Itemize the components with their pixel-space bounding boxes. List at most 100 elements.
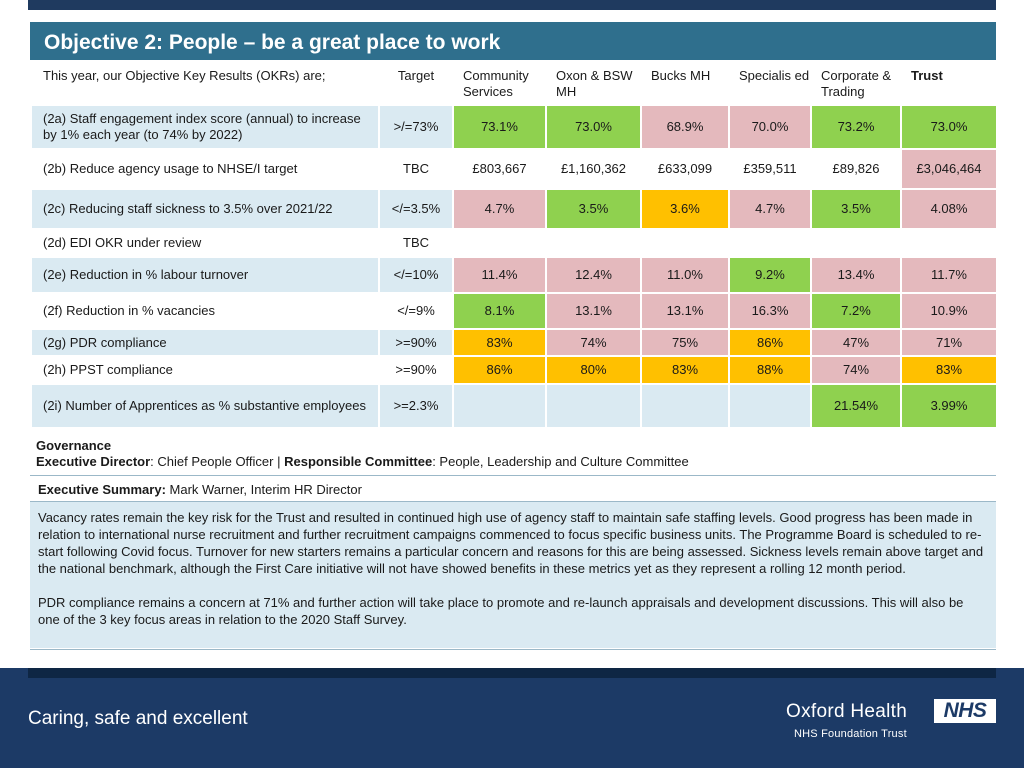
- executive-summary-body: Vacancy rates remain the key risk for th…: [30, 502, 996, 648]
- org-logo: Oxford Health NHS Foundation Trust: [786, 701, 907, 740]
- cell-community: 11.4%: [452, 256, 547, 294]
- governance-details: Executive Director: Chief People Officer…: [36, 454, 996, 469]
- cell-trust: 4.08%: [900, 188, 998, 230]
- cell-trust: [900, 228, 998, 258]
- cell-bucks: £633,099: [640, 148, 730, 190]
- cell-corporate: 47%: [810, 328, 902, 357]
- cell-community: [452, 228, 547, 258]
- cell-corporate: £89,826: [810, 148, 902, 190]
- cell-oxon: 3.5%: [545, 188, 642, 230]
- cell-trust: 83%: [900, 355, 998, 385]
- cell-corporate: 7.2%: [810, 292, 902, 330]
- okr-target: >/=73%: [378, 104, 454, 150]
- table-row: (2f) Reduction in % vacancies </=9% 8.1%…: [30, 292, 998, 330]
- okr-label: (2i) Number of Apprentices as % substant…: [30, 383, 380, 429]
- header-trust: Trust: [900, 60, 998, 106]
- executive-summary-author: Mark Warner, Interim HR Director: [165, 482, 362, 497]
- okr-label: (2c) Reducing staff sickness to 3.5% ove…: [30, 188, 380, 230]
- cell-specialised: [728, 383, 812, 429]
- okr-target: TBC: [378, 148, 454, 190]
- nhs-logo-text: NHS: [943, 699, 987, 722]
- governance-heading: Governance: [36, 438, 112, 453]
- table-row: (2h) PPST compliance >=90% 86% 80% 83% 8…: [30, 355, 998, 385]
- table-row: (2e) Reduction in % labour turnover </=1…: [30, 256, 998, 294]
- okr-label: (2b) Reduce agency usage to NHSE/I targe…: [30, 148, 380, 190]
- cell-specialised: 16.3%: [728, 292, 812, 330]
- cell-specialised: £359,511: [728, 148, 812, 190]
- okr-label: (2e) Reduction in % labour turnover: [30, 256, 380, 294]
- executive-summary-header: Executive Summary: Mark Warner, Interim …: [30, 478, 996, 500]
- cell-corporate: 13.4%: [810, 256, 902, 294]
- okr-label: (2d) EDI OKR under review: [30, 228, 380, 258]
- cell-oxon: 73.0%: [545, 104, 642, 150]
- cell-trust: 3.99%: [900, 383, 998, 429]
- cell-oxon: 74%: [545, 328, 642, 357]
- governance-section: Governance Executive Director: Chief Peo…: [30, 434, 996, 474]
- cell-specialised: 9.2%: [728, 256, 812, 294]
- cell-corporate: 74%: [810, 355, 902, 385]
- table-row: (2d) EDI OKR under review TBC: [30, 228, 998, 258]
- cell-corporate: 73.2%: [810, 104, 902, 150]
- committee-value: : People, Leadership and Culture Committ…: [432, 454, 689, 469]
- cell-corporate: [810, 228, 902, 258]
- cell-community: 8.1%: [452, 292, 547, 330]
- page-title: Objective 2: People – be a great place t…: [44, 31, 501, 54]
- exec-director-label: Executive Director: [36, 454, 151, 469]
- okr-target: >=90%: [378, 328, 454, 357]
- cell-oxon: 13.1%: [545, 292, 642, 330]
- cell-corporate: 3.5%: [810, 188, 902, 230]
- table-row: (2b) Reduce agency usage to NHSE/I targe…: [30, 148, 998, 190]
- okr-label: (2g) PDR compliance: [30, 328, 380, 357]
- table-row: (2i) Number of Apprentices as % substant…: [30, 383, 998, 429]
- header-target: Target: [378, 60, 454, 106]
- cell-trust: £3,046,464: [900, 148, 998, 190]
- table-header-row: This year, our Objective Key Results (OK…: [30, 60, 998, 106]
- header-okr: This year, our Objective Key Results (OK…: [30, 60, 380, 106]
- cell-corporate: 21.54%: [810, 383, 902, 429]
- summary-paragraph: PDR compliance remains a concern at 71% …: [38, 595, 964, 627]
- table-row: (2g) PDR compliance >=90% 83% 74% 75% 86…: [30, 328, 998, 357]
- exec-director-value: : Chief People Officer |: [150, 454, 285, 469]
- executive-summary-label: Executive Summary:: [38, 482, 166, 497]
- divider: [30, 475, 996, 476]
- org-subtitle: NHS Foundation Trust: [794, 728, 907, 740]
- cell-oxon: [545, 228, 642, 258]
- footer-strip: [28, 668, 996, 678]
- summary-paragraph: Vacancy rates remain the key risk for th…: [38, 510, 984, 576]
- okr-label: (2h) PPST compliance: [30, 355, 380, 385]
- cell-specialised: 4.7%: [728, 188, 812, 230]
- cell-specialised: 70.0%: [728, 104, 812, 150]
- table-row: (2a) Staff engagement index score (annua…: [30, 104, 998, 150]
- cell-specialised: 88%: [728, 355, 812, 385]
- footer: Caring, safe and excellent Oxford Health…: [0, 668, 1024, 768]
- okr-target: >=90%: [378, 355, 454, 385]
- cell-bucks: 75%: [640, 328, 730, 357]
- cell-community: £803,667: [452, 148, 547, 190]
- cell-specialised: 86%: [728, 328, 812, 357]
- okr-target: </=9%: [378, 292, 454, 330]
- header-bucks: Bucks MH: [640, 60, 730, 106]
- org-name: Oxford Health: [786, 701, 908, 722]
- cell-community: 73.1%: [452, 104, 547, 150]
- okr-target: TBC: [378, 228, 454, 258]
- header-community: Community Services: [452, 60, 547, 106]
- header-oxon: Oxon & BSW MH: [545, 60, 642, 106]
- cell-specialised: [728, 228, 812, 258]
- cell-oxon: 80%: [545, 355, 642, 385]
- okr-target: >=2.3%: [378, 383, 454, 429]
- cell-community: 4.7%: [452, 188, 547, 230]
- divider: [30, 501, 996, 502]
- cell-oxon: 12.4%: [545, 256, 642, 294]
- okr-target: </=3.5%: [378, 188, 454, 230]
- cell-trust: 71%: [900, 328, 998, 357]
- table-row: (2c) Reducing staff sickness to 3.5% ove…: [30, 188, 998, 230]
- cell-bucks: 68.9%: [640, 104, 730, 150]
- okr-label: (2a) Staff engagement index score (annua…: [30, 104, 380, 150]
- committee-label: Responsible Committee: [284, 454, 433, 469]
- okr-target: </=10%: [378, 256, 454, 294]
- cell-community: 86%: [452, 355, 547, 385]
- cell-community: [452, 383, 547, 429]
- title-bar: Objective 2: People – be a great place t…: [30, 22, 996, 60]
- header-corporate: Corporate & Trading: [810, 60, 902, 106]
- okr-table: This year, our Objective Key Results (OK…: [30, 60, 998, 429]
